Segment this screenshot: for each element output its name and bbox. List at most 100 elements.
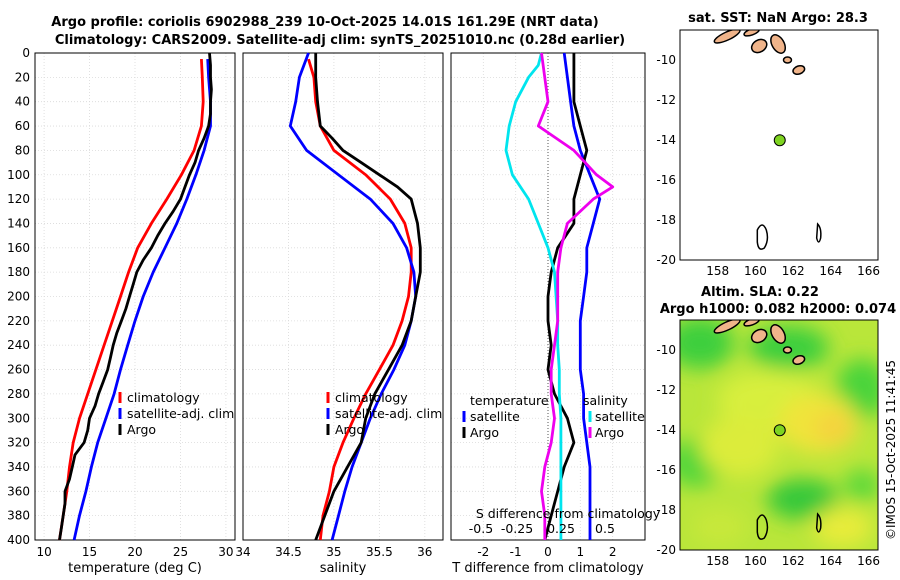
map-y-tick-label: -10 — [656, 343, 676, 357]
y-tick-label: 260 — [7, 363, 30, 377]
y-tick-label: 240 — [7, 338, 30, 352]
argo-float-marker — [773, 424, 786, 437]
axes-frame — [242, 52, 444, 541]
map-x-tick-label: 158 — [706, 264, 729, 278]
sst-map-panel: 158 160 162 164 166 -10 -12 -14 -16 -18 -20 — [656, 29, 880, 278]
legend-title-salinity: salinity — [583, 393, 628, 408]
title-line-1: Argo profile: coriolis 6902988_239 10-Oc… — [51, 15, 598, 30]
series-line-climatology — [58, 59, 205, 541]
x-tick-label: -2 — [477, 545, 489, 559]
title-line-2: Climatology: CARS2009. Satellite-adj cli… — [55, 33, 625, 48]
y-tick-label: 300 — [7, 411, 30, 425]
x-axis-label-secondary: S difference from climatology — [476, 506, 661, 521]
difference-panel: -2 -1 0 1 2 T difference from climatology temp… — [450, 52, 661, 576]
map-y-tick-label: -20 — [656, 543, 676, 557]
y-tick-label: 100 — [7, 168, 30, 182]
x-tick-label: 34 — [235, 545, 250, 559]
y-tick-label: 340 — [7, 460, 30, 474]
x-tick-label: 30 — [218, 545, 233, 559]
sla-map-title: Altim. SLA: 0.22 — [701, 285, 819, 300]
map-x-tick-label: 160 — [744, 264, 767, 278]
sla-anomaly-blob — [766, 479, 839, 520]
map-y-tick-label: -12 — [656, 383, 676, 397]
x-tick-label: 20 — [127, 545, 142, 559]
map-content — [680, 320, 878, 550]
x-tick-label: 0 — [544, 545, 552, 559]
sla-anomaly-blob — [812, 507, 873, 547]
y-tick-label: 180 — [7, 265, 30, 279]
x-axis-label: T difference from climatology — [451, 561, 644, 576]
sst-map-title: sat. SST: NaN Argo: 28.3 — [688, 11, 868, 26]
map-y-tick-label: -16 — [656, 463, 676, 477]
y-tick-label: 160 — [7, 241, 30, 255]
map-y-tick-label: -14 — [656, 133, 676, 147]
x-tick-label: 2 — [609, 545, 617, 559]
series-line-argo — [58, 52, 213, 541]
y-tick-label: 120 — [7, 192, 30, 206]
map-x-tick-label: 166 — [857, 554, 880, 568]
y-tick-label: 320 — [7, 436, 30, 450]
legend-label: satellite — [470, 409, 520, 424]
x-tick-label: 34.5 — [275, 545, 302, 559]
map-y-tick-label: -16 — [656, 173, 676, 187]
reef-contour — [756, 514, 769, 540]
x-tick-label: 10 — [36, 545, 51, 559]
island-landmass — [782, 346, 793, 354]
salinity-panel: 34 34.5 35 35.5 36 salinity climatologysatelli… — [235, 52, 444, 576]
map-y-tick-label: -20 — [656, 253, 676, 267]
argo-float-marker — [773, 134, 786, 147]
y-tick-label: 40 — [15, 95, 30, 109]
map-y-tick-label: -14 — [656, 423, 676, 437]
map-x-tick-label: 164 — [819, 554, 842, 568]
series-line-argo — [314, 53, 422, 541]
x-tick-label: 35.5 — [366, 545, 393, 559]
reef-contour — [756, 224, 769, 250]
map-y-tick-label: -18 — [656, 213, 676, 227]
y-tick-label: 380 — [7, 509, 30, 523]
axes-frame — [34, 52, 236, 541]
sla-blobs — [680, 320, 878, 547]
map-x-tick-label: 162 — [782, 554, 805, 568]
map-y-tick-label: -10 — [656, 53, 676, 67]
series-line-temperature-satellite — [562, 52, 602, 540]
secondary-tick-label: 0.25 — [547, 521, 575, 536]
secondary-tick-label: -0.25 — [501, 521, 533, 536]
island-landmass — [792, 354, 806, 366]
sla-anomaly-blob — [814, 412, 855, 445]
legend-label: climatology — [127, 390, 200, 405]
secondary-tick-label: 0.5 — [595, 521, 615, 536]
map-x-tick-label: 164 — [819, 264, 842, 278]
reef-contour — [815, 222, 822, 243]
y-tick-label: 140 — [7, 216, 30, 230]
legend-label: Argo — [470, 425, 499, 440]
y-tick-label: 0 — [22, 46, 30, 60]
watermark: ©IMOS 15-Oct-2025 11:41:45 — [884, 360, 898, 540]
x-tick-label: -1 — [510, 545, 522, 559]
y-tick-label: 280 — [7, 387, 30, 401]
map-x-tick-label: 160 — [744, 554, 767, 568]
map-frame — [679, 319, 879, 551]
y-tick-label: 60 — [15, 119, 30, 133]
sla-map-panel: 158 160 162 164 166 -10 -12 -14 -16 -18 -20 — [656, 319, 880, 568]
y-tick-label: 400 — [7, 533, 30, 547]
y-tick-label: 220 — [7, 314, 30, 328]
map-y-tick-label: -12 — [656, 93, 676, 107]
x-tick-label: 25 — [173, 545, 188, 559]
island-landmass — [750, 328, 768, 344]
map-frame — [679, 29, 879, 261]
legend-label: climatology — [335, 390, 408, 405]
x-tick-label: 1 — [577, 545, 585, 559]
legend-label: satellite-adj. clim — [335, 406, 442, 421]
x-tick-label: 36 — [417, 545, 432, 559]
reef-contour — [815, 512, 822, 533]
map-content — [680, 30, 878, 260]
legend-label: Argo — [595, 425, 624, 440]
series-line-salinity-satellite — [504, 52, 563, 540]
sla-anomaly-blob — [699, 416, 780, 477]
island-landmass — [792, 64, 806, 76]
island-landmass — [770, 324, 787, 344]
legend-label: Argo — [127, 422, 156, 437]
map-x-tick-label: 166 — [857, 264, 880, 278]
island-landmass — [750, 38, 768, 54]
